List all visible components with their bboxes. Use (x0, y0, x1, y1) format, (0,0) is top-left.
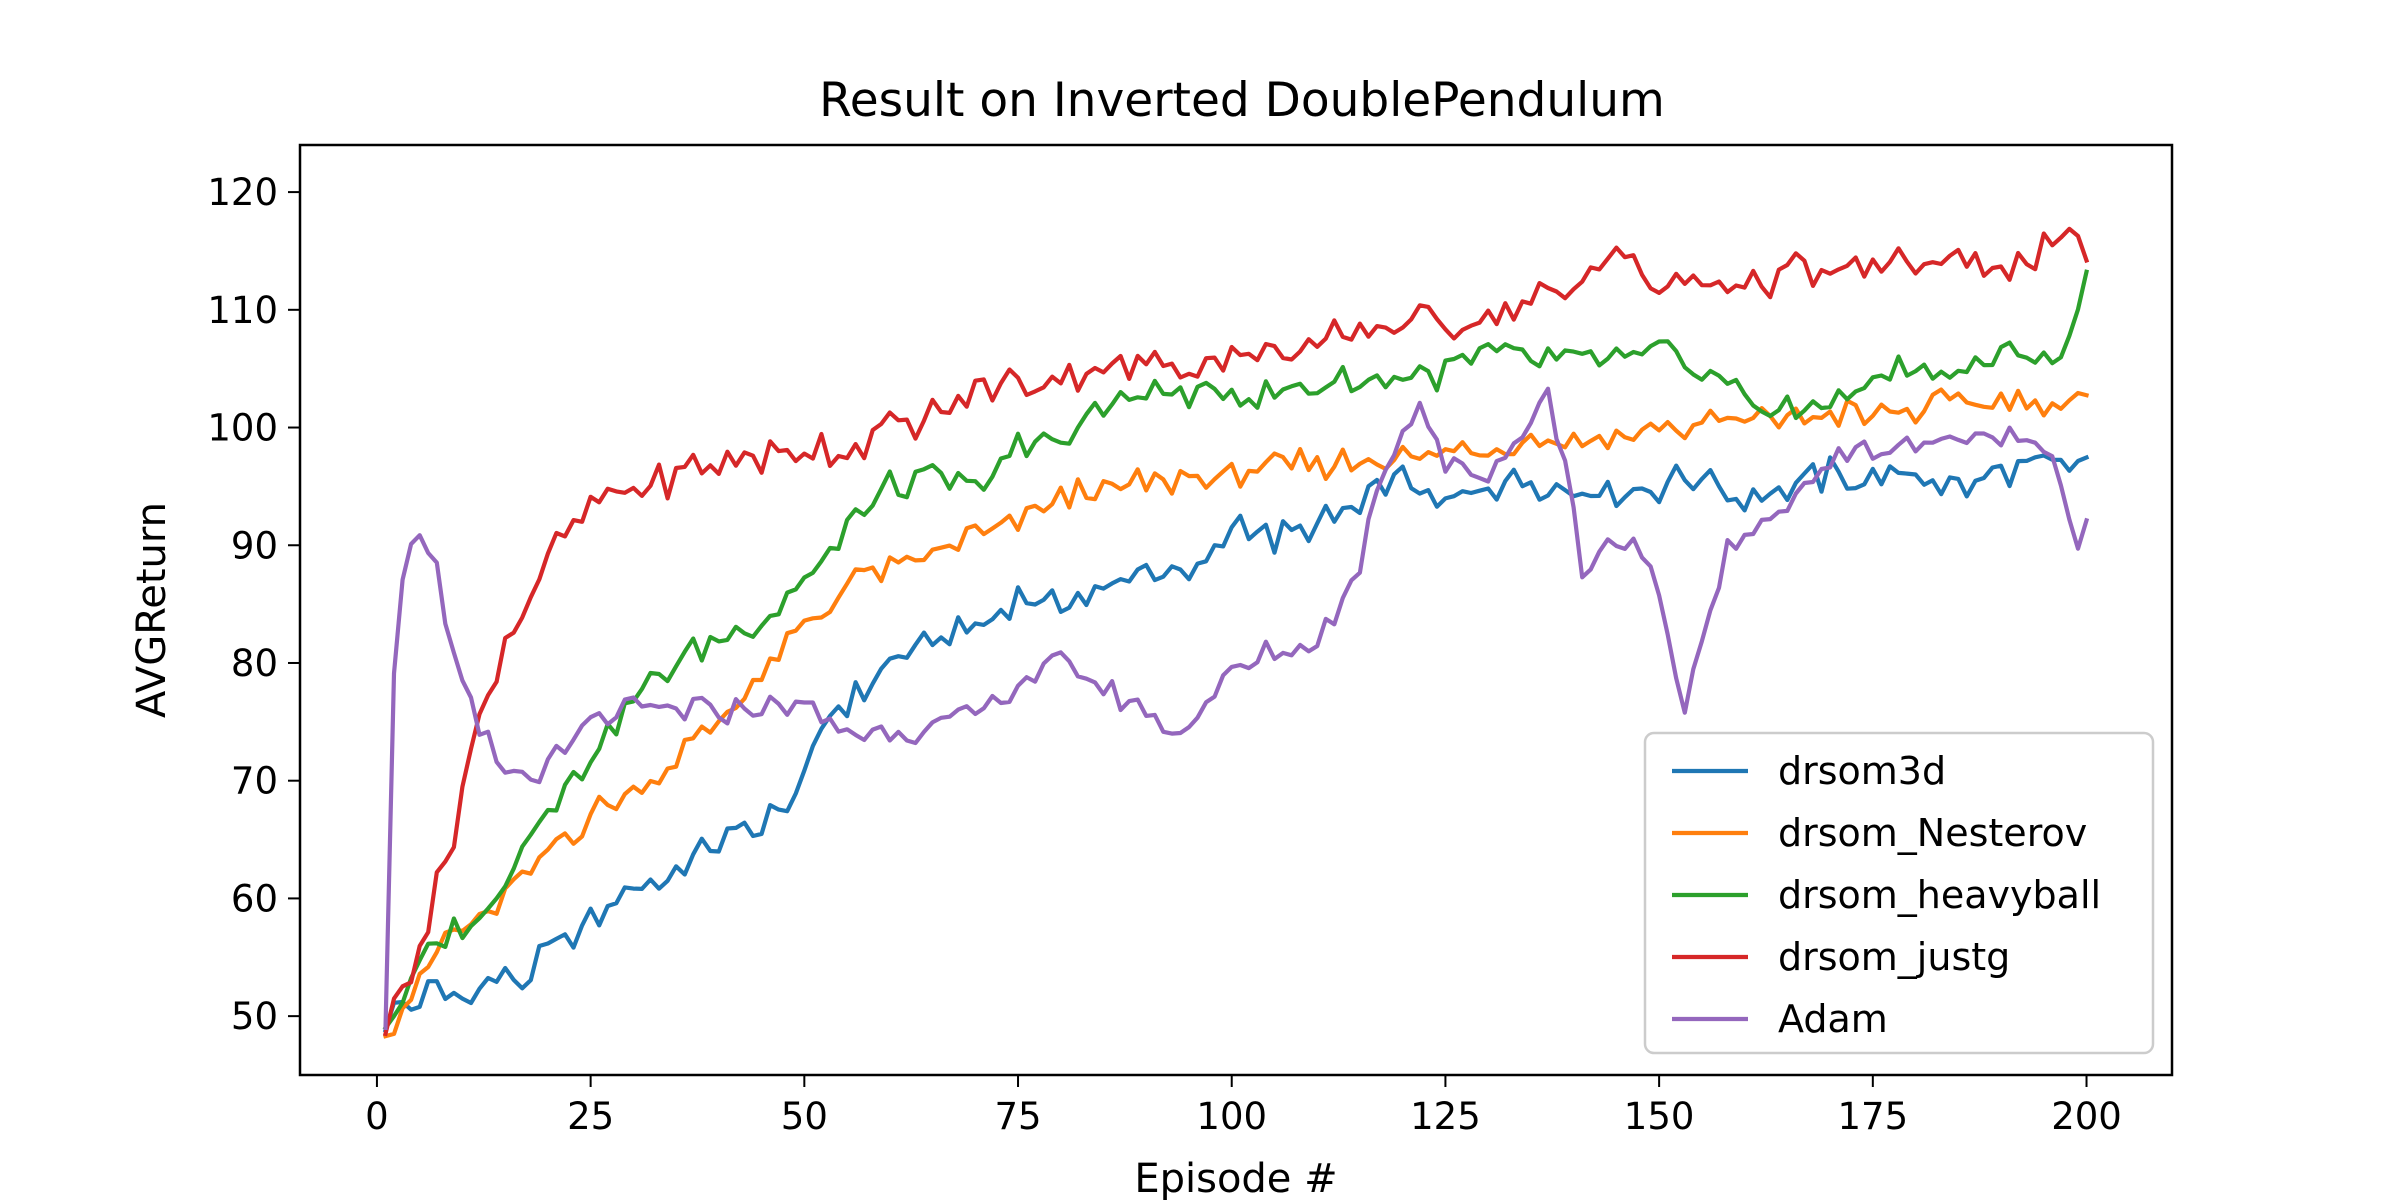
y-tick-label: 120 (207, 171, 278, 214)
x-tick-label: 100 (1196, 1095, 1267, 1138)
series-layer (382, 226, 2090, 1039)
x-tick-label: 75 (994, 1095, 1041, 1138)
y-tick-label: 100 (207, 407, 278, 450)
legend-box (1643, 731, 2155, 1055)
x-tick-label: 150 (1624, 1095, 1695, 1138)
y-axis: 50 60 70 80 90 100 110 120 (207, 171, 300, 1038)
legend-label: Adam (1778, 997, 1888, 1041)
series-line-drsom3d (382, 453, 2090, 1033)
x-tick-label: 0 (365, 1095, 389, 1138)
y-tick-label: 70 (231, 760, 278, 803)
legend: drsom3d drsom_Nesterov drsom_heavyballdrso… (1643, 731, 2155, 1055)
plot-frame (298, 143, 2174, 1077)
series-line-drsom-justg (382, 226, 2090, 1037)
x-axis-label: Episode # (1134, 1156, 1337, 1200)
legend-label: drsom_heavyball (1778, 873, 2101, 917)
y-tick-label: 110 (207, 289, 278, 332)
series-line-drsom-nesterov (382, 387, 2090, 1039)
y-tick-label: 50 (231, 995, 278, 1038)
legend-label: drsom3d (1778, 749, 1946, 793)
x-tick-label: 200 (2051, 1095, 2122, 1138)
y-tick-label: 80 (231, 642, 278, 685)
x-tick-label: 125 (1410, 1095, 1481, 1138)
y-tick-label: 60 (231, 877, 278, 920)
x-tick-label: 50 (781, 1095, 828, 1138)
legend-label: drsom_Nesterov (1778, 811, 2087, 855)
chart-title: Result on Inverted DoublePendulum (819, 73, 1665, 128)
legend-label: drsom_justg (1778, 935, 2010, 979)
x-axis: 0 25 50 75 100 125 150 175 200 (365, 1075, 2122, 1138)
series-line-adam (383, 386, 2090, 1031)
series-line-drsom-heavyball (382, 269, 2090, 1031)
y-axis-label: AVGReturn (129, 502, 175, 718)
x-tick-label: 175 (1838, 1095, 1909, 1138)
x-tick-label: 25 (567, 1095, 614, 1138)
y-tick-label: 90 (231, 524, 278, 567)
